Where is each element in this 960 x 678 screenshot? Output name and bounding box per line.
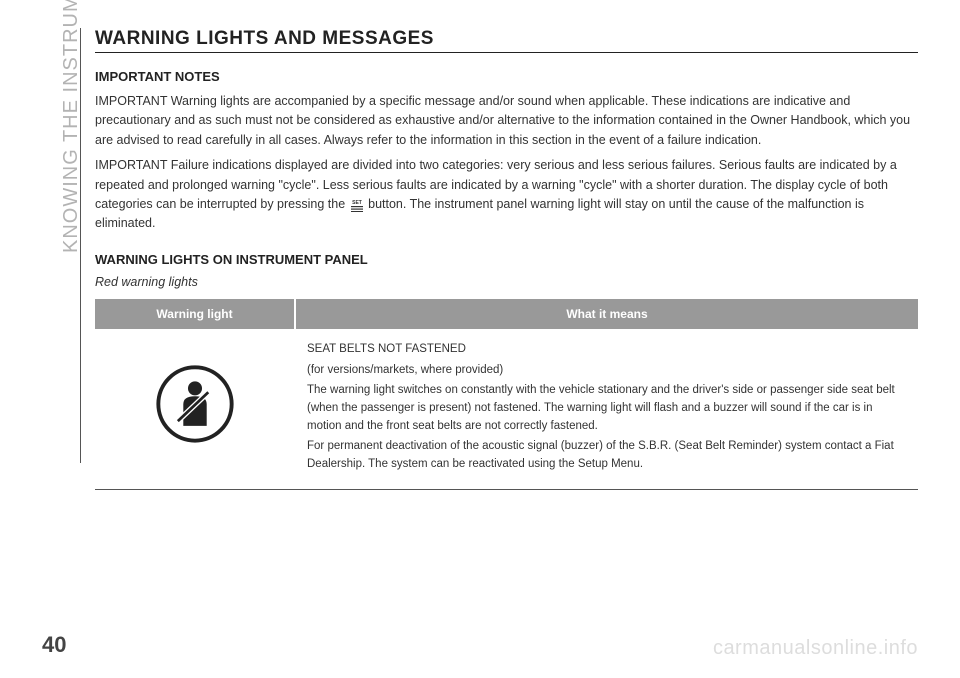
seatbelt-desc-cell: SEAT BELTS NOT FASTENED (for versions/ma…: [295, 329, 918, 490]
table-header-icon: Warning light: [95, 299, 295, 329]
panel-heading: WARNING LIGHTS ON INSTRUMENT PANEL: [95, 252, 918, 267]
seatbelt-icon-cell: [95, 329, 295, 490]
content-area: WARNING LIGHTS AND MESSAGES IMPORTANT NO…: [95, 28, 918, 490]
table-row: SEAT BELTS NOT FASTENED (for versions/ma…: [95, 329, 918, 490]
table-header-desc: What it means: [295, 299, 918, 329]
paragraph-2: IMPORTANT Failure indications displayed …: [95, 156, 918, 234]
page: KNOWING THE INSTRUMENT PANEL WARNING LIG…: [0, 0, 960, 678]
svg-text:SET: SET: [352, 200, 362, 206]
warning-lights-table: Warning light What it means: [95, 299, 918, 491]
paragraph-1: IMPORTANT Warning lights are accompanied…: [95, 92, 918, 150]
seatbelt-description: SEAT BELTS NOT FASTENED (for versions/ma…: [307, 341, 906, 474]
row-title: SEAT BELTS NOT FASTENED: [307, 341, 906, 359]
important-notes-heading: IMPORTANT NOTES: [95, 69, 918, 84]
seatbelt-icon: [156, 365, 234, 443]
row-line-1: The warning light switches on constantly…: [307, 382, 906, 435]
section-tab: KNOWING THE INSTRUMENT PANEL: [48, 28, 68, 458]
page-number: 40: [42, 632, 66, 658]
section-title: WARNING LIGHTS AND MESSAGES: [95, 28, 918, 53]
row-line-2: For permanent deactivation of the acoust…: [307, 438, 906, 474]
row-sub: (for versions/markets, where provided): [307, 362, 906, 380]
watermark: carmanualsonline.info: [713, 637, 918, 660]
panel-subheading: Red warning lights: [95, 275, 918, 289]
set-button-icon: SET: [349, 199, 365, 211]
vertical-rule: [80, 28, 81, 463]
table-header-row: Warning light What it means: [95, 299, 918, 329]
